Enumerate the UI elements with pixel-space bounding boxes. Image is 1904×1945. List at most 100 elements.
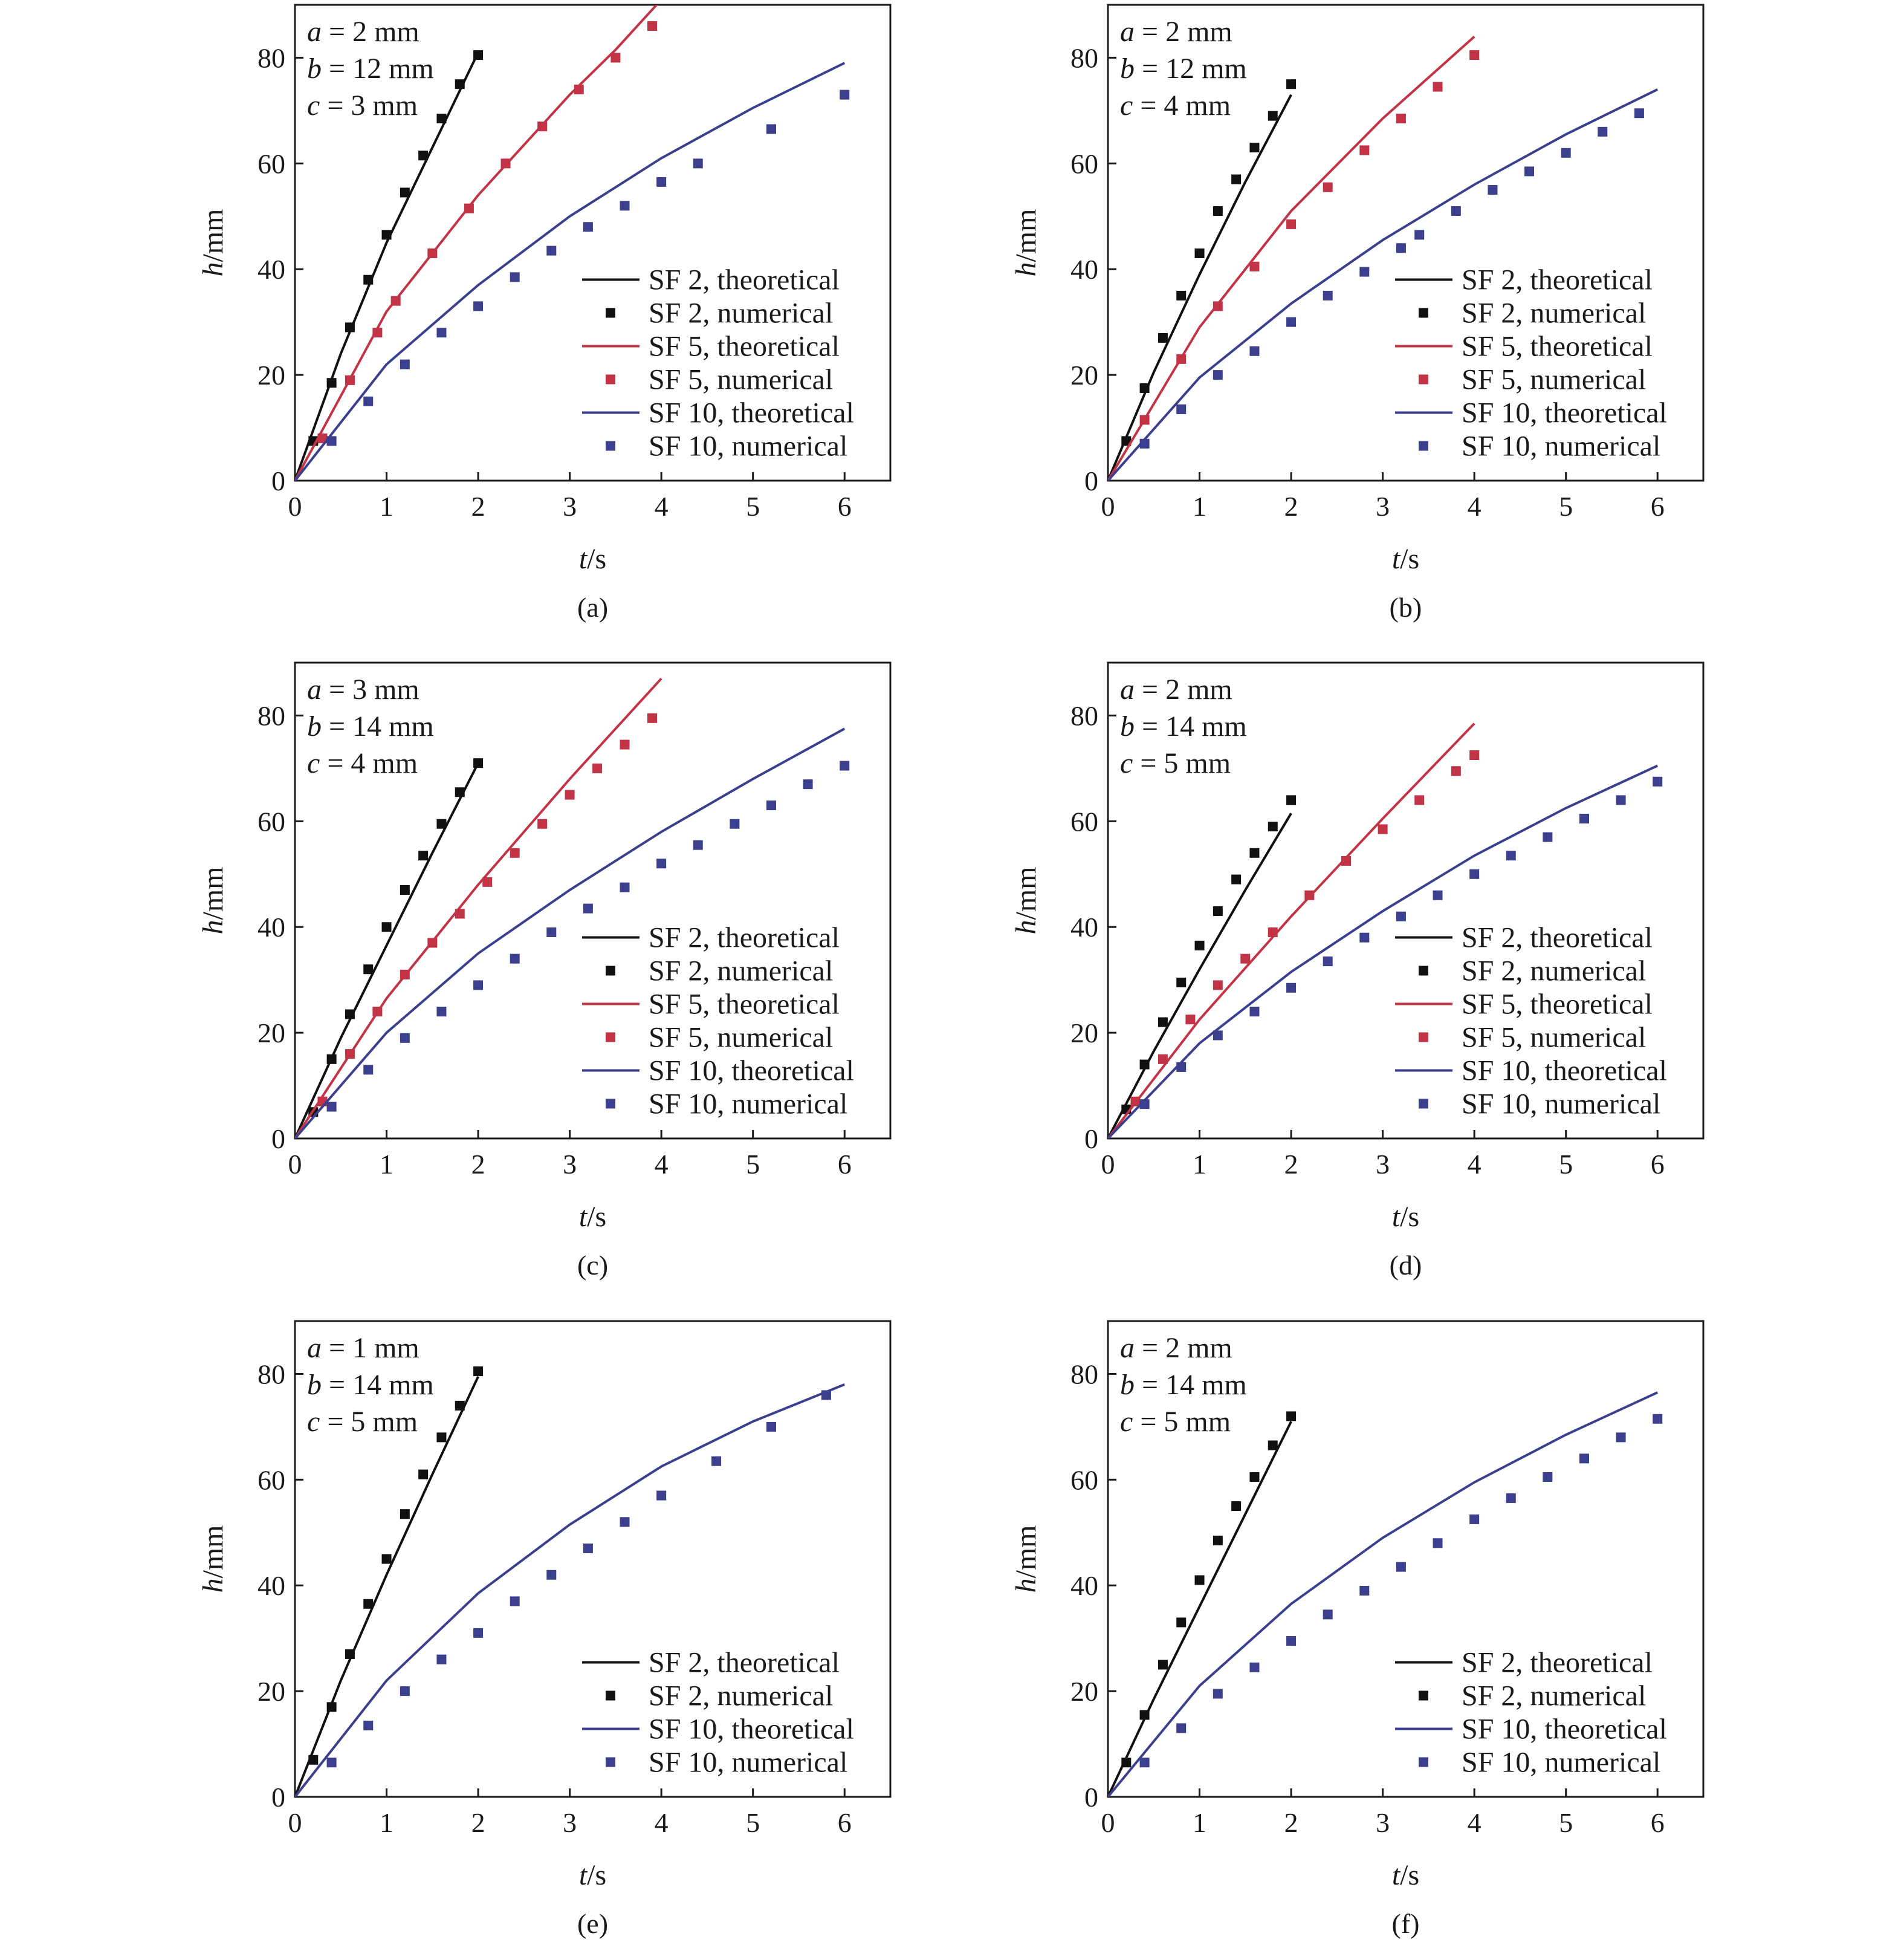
x-tick-label: 4 — [655, 1149, 669, 1180]
sf-2-numerical-point — [1268, 822, 1278, 832]
x-tick-label: 6 — [838, 491, 852, 522]
sf-2-numerical-point — [363, 1599, 374, 1609]
sf-5-numerical-point — [1139, 415, 1150, 425]
y-tick-label: 40 — [1070, 1570, 1098, 1601]
sf-5-numerical-point — [390, 296, 401, 306]
sf-10-numerical-point — [1579, 1453, 1589, 1464]
legend-sf-2-theoretical-label: SF 2, theoretical — [1462, 922, 1653, 954]
sf-10-numerical-point — [1396, 243, 1406, 253]
sf-10-numerical-point — [510, 953, 520, 964]
sf-10-numerical-point — [766, 124, 776, 134]
sf-2-numerical-point — [1268, 1440, 1278, 1450]
sf-10-numerical-point — [363, 396, 374, 406]
sf-5-numerical-point — [427, 248, 438, 258]
param-a: a = 2 mm — [1120, 16, 1232, 48]
sf-5-numerical-point — [1341, 856, 1351, 866]
sf-5-numerical-point — [455, 909, 465, 919]
legend-sf-5-numerical-label: SF 5, numerical — [649, 364, 833, 396]
sf-10-numerical-point — [1653, 1414, 1663, 1424]
sf-10-numerical-point — [1506, 1493, 1516, 1503]
y-tick-label: 20 — [257, 1676, 285, 1707]
param-b: b = 14 mm — [307, 1369, 434, 1401]
sf-10-numerical-point — [1213, 1030, 1223, 1041]
sf-5-theoretical-line — [295, 5, 658, 481]
x-tick-label: 1 — [1193, 1149, 1206, 1180]
sf-10-numerical-point — [1598, 126, 1608, 137]
param-a: a = 2 mm — [307, 16, 419, 48]
legend-sf-5-numerical-label: SF 5, numerical — [1462, 1022, 1646, 1054]
y-tick-label: 80 — [257, 700, 285, 731]
sf-2-numerical-point — [1231, 174, 1242, 184]
sf-5-numerical-point — [1213, 301, 1223, 311]
x-tick-label: 6 — [1651, 1149, 1665, 1180]
sf-10-numerical-point — [656, 859, 667, 869]
sf-10-numerical-point — [840, 89, 850, 100]
sf-10-numerical-point — [1396, 911, 1406, 921]
x-tick-label: 2 — [1284, 1149, 1298, 1180]
x-tick-label: 2 — [1284, 491, 1298, 522]
param-c: c = 5 mm — [307, 1406, 418, 1438]
sf-2-numerical-point — [1139, 383, 1150, 393]
y-tick-label: 60 — [1070, 1464, 1098, 1495]
sf-5-numerical-point — [1433, 82, 1443, 92]
plot-frame — [294, 1320, 892, 1798]
x-tick-label: 3 — [1376, 1807, 1390, 1838]
legend-sf-10-marker-swatch — [606, 1099, 615, 1109]
sf-10-numerical-point — [1359, 267, 1370, 277]
sf-2-numerical-point — [1158, 1017, 1168, 1027]
sf-2-numerical-point — [1158, 333, 1168, 343]
plot-frame — [1107, 4, 1705, 482]
sf-2-numerical-point — [400, 885, 410, 895]
sf-10-numerical-point — [1176, 1723, 1187, 1733]
sf-2-numerical-point — [345, 322, 355, 333]
x-tick-label: 1 — [380, 491, 393, 522]
sf-2-numerical-point — [1286, 795, 1297, 805]
y-tick-label: 0 — [1084, 1782, 1098, 1813]
sf-10-numerical-point — [1323, 956, 1333, 967]
sf-10-numerical-point — [1579, 813, 1589, 823]
legend-sf-10-theoretical-label: SF 10, theoretical — [649, 1055, 854, 1087]
x-tick-label: 0 — [1101, 1149, 1115, 1180]
sf-10-numerical-point — [1176, 1062, 1187, 1072]
param-a: a = 2 mm — [1120, 674, 1232, 706]
x-tick-label: 0 — [1101, 491, 1115, 522]
sf-10-numerical-point — [473, 301, 484, 311]
x-tick-label: 5 — [746, 1149, 760, 1180]
sf-2-numerical-point — [326, 1702, 337, 1712]
sf-5-theoretical-line — [1108, 722, 1475, 1138]
sf-2-numerical-point — [1139, 1710, 1150, 1720]
legend-sf-2-numerical-label: SF 2, numerical — [649, 955, 833, 987]
legend-sf-5-marker-swatch — [1419, 374, 1428, 385]
panel-caption: (e) — [577, 1908, 608, 1939]
legend-sf-10-numerical-label: SF 10, numerical — [1462, 1747, 1660, 1779]
sf-10-numerical-point — [473, 1628, 484, 1638]
y-axis-title: h/mm — [1010, 866, 1042, 934]
sf-10-numerical-point — [326, 1758, 337, 1768]
sf-10-numerical-point — [730, 819, 740, 829]
sf-5-numerical-point — [1323, 182, 1333, 192]
sf-10-numerical-point — [1139, 438, 1150, 449]
legend-sf-5-marker-swatch — [606, 374, 615, 385]
sf-10-numerical-point — [583, 222, 593, 232]
sf-10-numerical-point — [803, 779, 813, 790]
x-axis-title: t/s — [579, 1859, 606, 1891]
sf-10-numerical-point — [1323, 290, 1333, 300]
sf-10-numerical-point — [821, 1390, 831, 1400]
sf-5-numerical-point — [1396, 114, 1406, 124]
legend-sf-2-theoretical-label: SF 2, theoretical — [1462, 264, 1653, 296]
y-tick-label: 40 — [257, 254, 285, 285]
sf-5-numerical-point — [345, 375, 355, 385]
sf-10-numerical-point — [766, 800, 776, 811]
legend-sf-10-numerical-label: SF 10, numerical — [1462, 430, 1660, 463]
sf-10-numerical-point — [1616, 1432, 1626, 1443]
sf-5-numerical-point — [372, 1007, 383, 1017]
x-tick-label: 5 — [1559, 1149, 1573, 1180]
sf-10-numerical-point — [436, 328, 447, 338]
sf-2-numerical-point — [1194, 940, 1205, 950]
sf-10-numerical-point — [620, 1517, 630, 1527]
sf-2-numerical-point — [381, 230, 392, 240]
legend-sf-2-numerical-label: SF 2, numerical — [1462, 1680, 1646, 1712]
param-a: a = 1 mm — [307, 1332, 419, 1364]
